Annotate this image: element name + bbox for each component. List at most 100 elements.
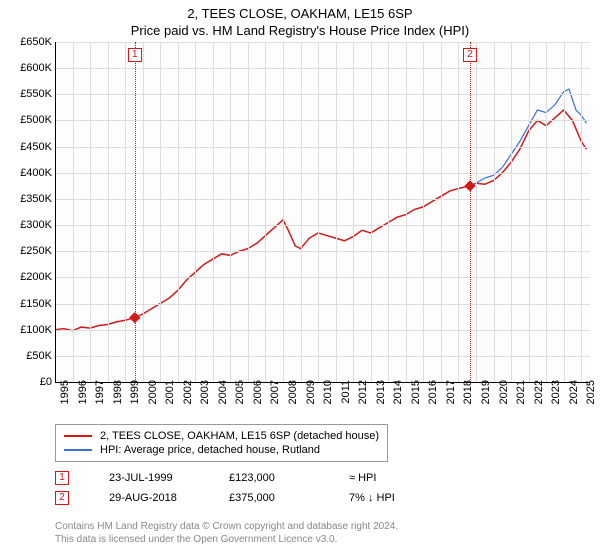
gridline-vertical <box>73 42 74 382</box>
y-tick-label: £550K <box>2 88 52 100</box>
x-tick-label: 2011 <box>340 380 352 420</box>
sale-date: 23-JUL-1999 <box>109 472 189 484</box>
y-tick-label: £300K <box>2 219 52 231</box>
gridline-vertical <box>301 42 302 382</box>
x-tick-label: 2013 <box>375 380 387 420</box>
gridline-vertical <box>371 42 372 382</box>
gridline-vertical <box>143 42 144 382</box>
plot-area: 12 <box>55 42 590 382</box>
chart-title-line1: 2, TEES CLOSE, OAKHAM, LE15 6SP <box>0 0 600 21</box>
y-tick-label: £100K <box>2 324 52 336</box>
sale-delta: ≈ HPI <box>349 472 429 484</box>
y-tick-label: £150K <box>2 298 52 310</box>
x-tick-label: 2023 <box>550 380 562 420</box>
gridline-vertical <box>546 42 547 382</box>
gridline-vertical <box>494 42 495 382</box>
gridline-vertical <box>511 42 512 382</box>
chart-container: 2, TEES CLOSE, OAKHAM, LE15 6SP Price pa… <box>0 0 600 560</box>
y-tick-label: £600K <box>2 62 52 74</box>
gridline-vertical <box>388 42 389 382</box>
x-tick-label: 2009 <box>305 380 317 420</box>
x-tick-label: 1999 <box>129 380 141 420</box>
sale-row: 1 23-JUL-1999 £123,000 ≈ HPI <box>55 468 429 488</box>
gridline-vertical <box>423 42 424 382</box>
gridline-vertical <box>178 42 179 382</box>
footnote: Contains HM Land Registry data © Crown c… <box>55 520 398 546</box>
y-tick-label: £450K <box>2 141 52 153</box>
gridline-vertical <box>125 42 126 382</box>
sales-table: 1 23-JUL-1999 £123,000 ≈ HPI 2 29-AUG-2018 £37… <box>55 468 429 508</box>
sale-price: £123,000 <box>229 472 309 484</box>
x-tick-label: 2019 <box>480 380 492 420</box>
x-tick-label: 2015 <box>410 380 422 420</box>
legend-label: HPI: Average price, detached house, Rutl… <box>100 444 320 456</box>
legend-swatch-icon <box>64 435 92 437</box>
gridline-vertical <box>458 42 459 382</box>
x-tick-label: 1995 <box>59 380 71 420</box>
gridline-vertical <box>318 42 319 382</box>
x-tick-label: 2016 <box>427 380 439 420</box>
x-tick-label: 2005 <box>234 380 246 420</box>
x-tick-label: 2021 <box>515 380 527 420</box>
x-tick-label: 2010 <box>322 380 334 420</box>
x-tick-label: 1997 <box>94 380 106 420</box>
sale-marker-number-icon: 1 <box>55 471 69 485</box>
x-tick-label: 2020 <box>498 380 510 420</box>
y-tick-label: £350K <box>2 193 52 205</box>
y-tick-label: £0 <box>2 376 52 388</box>
legend: 2, TEES CLOSE, OAKHAM, LE15 6SP (detache… <box>55 424 388 462</box>
gridline-vertical <box>441 42 442 382</box>
gridline-vertical <box>581 42 582 382</box>
sale-row: 2 29-AUG-2018 £375,000 7% ↓ HPI <box>55 488 429 508</box>
chart-title-line2: Price paid vs. HM Land Registry's House … <box>0 21 600 42</box>
sale-marker-box: 1 <box>55 471 69 485</box>
x-tick-label: 2022 <box>533 380 545 420</box>
event-line <box>135 42 136 382</box>
legend-item: 2, TEES CLOSE, OAKHAM, LE15 6SP (detache… <box>64 429 379 443</box>
gridline-vertical <box>90 42 91 382</box>
event-line <box>470 42 471 382</box>
x-tick-label: 2000 <box>147 380 159 420</box>
gridline-vertical <box>476 42 477 382</box>
event-marker-label: 1 <box>128 48 142 62</box>
legend-label: 2, TEES CLOSE, OAKHAM, LE15 6SP (detache… <box>100 430 379 442</box>
y-tick-label: £200K <box>2 271 52 283</box>
sale-marker-box: 2 <box>55 491 69 505</box>
sale-delta: 7% ↓ HPI <box>349 492 429 504</box>
x-tick-label: 2012 <box>357 380 369 420</box>
sale-marker-number-icon: 2 <box>55 491 69 505</box>
sale-price: £375,000 <box>229 492 309 504</box>
legend-item: HPI: Average price, detached house, Rutl… <box>64 443 379 457</box>
gridline-vertical <box>353 42 354 382</box>
y-tick-label: £500K <box>2 114 52 126</box>
y-tick-label: £400K <box>2 167 52 179</box>
gridline-vertical <box>564 42 565 382</box>
x-tick-label: 2024 <box>568 380 580 420</box>
y-tick-label: £650K <box>2 36 52 48</box>
footnote-line2: This data is licensed under the Open Gov… <box>55 533 398 546</box>
gridline-vertical <box>265 42 266 382</box>
x-tick-label: 2017 <box>445 380 457 420</box>
y-tick-label: £250K <box>2 245 52 257</box>
x-tick-label: 2004 <box>217 380 229 420</box>
x-tick-label: 2003 <box>199 380 211 420</box>
gridline-vertical <box>230 42 231 382</box>
x-tick-label: 2008 <box>287 380 299 420</box>
gridline-vertical <box>283 42 284 382</box>
x-tick-label: 1996 <box>77 380 89 420</box>
sale-date: 29-AUG-2018 <box>109 492 189 504</box>
gridline-vertical <box>336 42 337 382</box>
gridline-vertical <box>406 42 407 382</box>
x-tick-label: 2006 <box>252 380 264 420</box>
y-axis-line <box>55 42 56 382</box>
footnote-line1: Contains HM Land Registry data © Crown c… <box>55 520 398 533</box>
gridline-vertical <box>248 42 249 382</box>
event-marker-label: 2 <box>463 48 477 62</box>
legend-swatch-icon <box>64 449 92 451</box>
x-tick-label: 2025 <box>585 380 597 420</box>
x-tick-label: 2002 <box>182 380 194 420</box>
gridline-vertical <box>108 42 109 382</box>
y-tick-label: £50K <box>2 350 52 362</box>
gridline-vertical <box>160 42 161 382</box>
gridline-vertical <box>529 42 530 382</box>
